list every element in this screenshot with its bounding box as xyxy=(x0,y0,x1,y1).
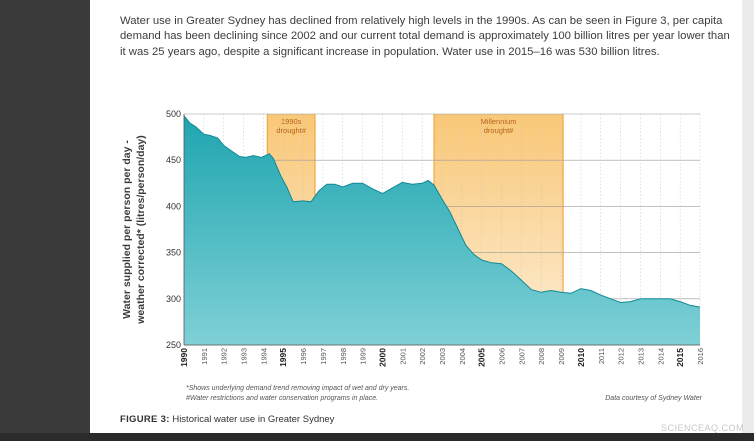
x-tick-label: 1994 xyxy=(259,348,268,365)
y-tick-label: 350 xyxy=(166,248,181,258)
demand-area xyxy=(183,115,701,345)
x-tick-label: 1997 xyxy=(319,348,328,365)
x-tick-label: 1993 xyxy=(240,348,249,365)
x-tick-label: 2012 xyxy=(617,348,626,365)
x-tick-label: 1996 xyxy=(299,348,308,365)
watermark: SCIENCEAQ.COM xyxy=(660,423,744,433)
y-tick-label: 400 xyxy=(166,201,181,211)
y-axis-title-line1: Water supplied per person per day - xyxy=(121,140,133,319)
viewer-bottom-bar xyxy=(0,433,754,441)
x-tick-label: 2004 xyxy=(458,348,467,365)
intro-paragraph: Water use in Greater Sydney has declined… xyxy=(120,14,730,60)
x-tick-label: 2015 xyxy=(675,348,685,367)
figure-caption: FIGURE 3: Historical water use in Greate… xyxy=(120,414,334,425)
x-tick-label: 2013 xyxy=(636,348,645,365)
x-tick-label: 1991 xyxy=(200,348,209,365)
x-tick-label: 1992 xyxy=(220,348,229,365)
drought-label: drought# xyxy=(276,126,306,135)
viewer-left-panel xyxy=(0,0,90,441)
x-tick-label: 2006 xyxy=(498,348,507,365)
caption-text: Historical water use in Greater Sydney xyxy=(172,414,335,425)
intro-text: Water use in Greater Sydney has declined… xyxy=(120,15,730,58)
y-tick-label: 300 xyxy=(166,294,181,304)
footnote-trend: *Shows underlying demand trend removing … xyxy=(186,385,409,392)
x-tick-label: 2009 xyxy=(557,348,566,365)
document-page: Water use in Greater Sydney has declined… xyxy=(90,0,742,433)
x-tick-label: 2010 xyxy=(576,348,586,367)
x-tick-label: 2002 xyxy=(418,348,427,365)
x-tick-label: 2014 xyxy=(656,348,665,365)
y-tick-label: 250 xyxy=(166,340,181,350)
x-tick-label: 2005 xyxy=(477,348,487,367)
caption-label: FIGURE 3: xyxy=(120,414,170,425)
x-tick-label: 1995 xyxy=(278,348,288,367)
x-tick-label: 1999 xyxy=(359,348,368,365)
drought-label: 1990s xyxy=(281,117,302,126)
drought-label: Millennium xyxy=(481,117,517,126)
axes: 250 300 350 400 450 500 1990 1991 1992 1993 1994 19… xyxy=(166,109,705,367)
y-axis-title: Water supplied per person per day - weath… xyxy=(121,135,147,324)
x-tick-label: 2016 xyxy=(696,348,705,365)
drought-label: drought# xyxy=(484,126,514,135)
x-tick-label: 1990 xyxy=(179,348,189,367)
y-tick-label: 500 xyxy=(166,109,181,119)
x-tick-label: 2008 xyxy=(537,348,546,365)
y-tick-label: 450 xyxy=(166,155,181,165)
x-tick-label: 2003 xyxy=(438,348,447,365)
x-tick-label: 2007 xyxy=(517,348,526,365)
demand-area-fill xyxy=(184,115,700,345)
x-tick-label: 2001 xyxy=(398,348,407,365)
chart-footnotes: *Shows underlying demand trend removing … xyxy=(186,385,703,402)
demand-trend-line xyxy=(183,115,701,308)
x-tick-label: 2000 xyxy=(377,348,387,367)
x-tick-label: 2011 xyxy=(597,348,606,364)
x-tick-label: 1998 xyxy=(339,348,348,365)
data-source: Data courtesy of Sydney Water xyxy=(605,395,702,402)
y-axis-title-line2: weather corrected* (litres/person/day) xyxy=(135,135,147,324)
footnote-restrictions: #Water restrictions and water conservati… xyxy=(186,395,378,402)
